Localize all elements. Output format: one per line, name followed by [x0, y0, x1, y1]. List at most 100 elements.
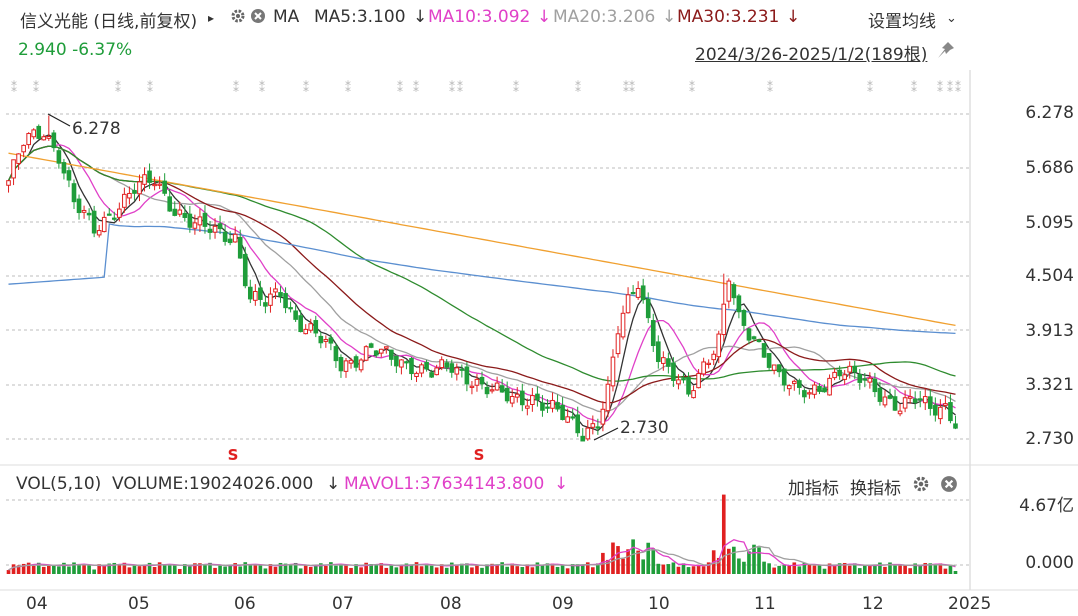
candle-body: [540, 402, 545, 411]
candle-body: [514, 393, 520, 398]
volume-tick: 4.67亿: [1019, 496, 1074, 516]
volume-bar: [570, 564, 575, 574]
volume-bar: [26, 562, 31, 574]
candle-body: [298, 315, 303, 333]
candle-body: [519, 390, 525, 406]
volume-bar: [822, 568, 827, 574]
price-tick: 2.730: [1025, 429, 1074, 449]
volume-bar: [142, 565, 147, 574]
candle-body: [71, 183, 77, 203]
volume-bar: [752, 544, 756, 574]
candle-body: [595, 426, 601, 429]
candle-body: [363, 346, 369, 361]
event-glyph: ⁑: [689, 80, 695, 95]
candle-body: [232, 233, 238, 243]
volume-bar: [172, 564, 177, 574]
candle-body: [862, 378, 868, 381]
candle-body: [444, 362, 450, 368]
candle-body: [167, 196, 173, 212]
mavol-arrow: ↓: [554, 474, 569, 494]
candle-body: [222, 231, 228, 242]
volume-bar: [258, 565, 263, 574]
candle-body: [454, 367, 460, 375]
volume-bar: [147, 562, 152, 574]
candle-body: [681, 378, 686, 381]
volume-bar: [621, 558, 625, 574]
stock-title[interactable]: 信义光能 (日线,前复权): [20, 12, 198, 32]
event-glyph: ⁑: [911, 80, 917, 95]
volume-bar: [404, 563, 409, 574]
candle-body: [892, 396, 898, 411]
volume-bar: [389, 564, 394, 574]
candle-body: [691, 390, 696, 399]
volume-bar: [379, 563, 384, 574]
candle-body: [560, 404, 565, 421]
ma10-arrow: ↓: [537, 7, 552, 27]
volume-bar: [893, 565, 897, 574]
x-axis-label: 10: [648, 594, 670, 614]
candle-body: [887, 395, 893, 399]
ma30-value: MA30:3.231: [677, 7, 780, 27]
volume-bar: [580, 564, 585, 574]
gear-icon[interactable]: [912, 475, 930, 497]
candle-body: [474, 378, 480, 386]
candle-body: [414, 372, 419, 378]
candle-body: [86, 212, 92, 216]
candle-body: [751, 336, 757, 340]
volume-bar: [268, 564, 273, 574]
candle-body: [570, 416, 575, 419]
candle-body: [192, 222, 198, 229]
volume-bar: [62, 562, 66, 574]
candle-body: [172, 208, 178, 216]
close-icon[interactable]: [250, 8, 266, 29]
candle-body: [897, 410, 903, 415]
date-range[interactable]: 2024/3/26-2025/1/2(189根): [695, 45, 928, 65]
candle-body: [530, 395, 535, 406]
candle-body: [328, 337, 334, 344]
volume-bar: [203, 565, 207, 574]
gear-icon[interactable]: [230, 8, 246, 29]
candle-body: [16, 153, 21, 164]
add-indicator-button[interactable]: 加指标: [788, 479, 839, 499]
candle-body: [303, 328, 309, 335]
candle-body: [807, 392, 812, 395]
event-glyph: ⁑: [955, 80, 961, 95]
switch-indicator-button[interactable]: 换指标: [850, 479, 901, 499]
candle-body: [212, 225, 218, 233]
triangle-right-icon[interactable]: ▸: [208, 11, 215, 25]
volume-bar: [399, 564, 404, 574]
chevron-down-icon[interactable]: ⌄: [946, 11, 957, 26]
candle-body: [378, 348, 384, 354]
candle-body: [424, 361, 429, 370]
volume-bar: [319, 563, 323, 574]
candle-body: [781, 368, 787, 386]
candle-body: [111, 217, 117, 220]
event-glyph: ⁑: [11, 80, 17, 95]
candle-body: [152, 183, 157, 187]
candle-body: [247, 286, 253, 300]
candle-body: [11, 159, 16, 179]
candle-body: [368, 343, 374, 348]
candle-body: [600, 408, 606, 425]
candle-body: [434, 367, 439, 376]
candle-body: [832, 371, 837, 379]
pin-icon[interactable]: [936, 40, 956, 64]
volume-bar: [414, 562, 419, 574]
candle-body: [373, 350, 379, 356]
candle-body: [197, 216, 203, 226]
volume-bar: [208, 562, 212, 574]
volume-bar: [283, 563, 288, 574]
s-marker: S: [228, 446, 239, 464]
candle-body: [943, 403, 948, 406]
volume-bar: [716, 557, 721, 574]
candle-body: [716, 333, 722, 358]
ma-settings-button[interactable]: 设置均线: [868, 12, 936, 32]
close-icon[interactable]: [940, 475, 958, 497]
candle-body: [419, 364, 424, 374]
volume-bar: [591, 567, 595, 574]
event-glyph: ⁑: [259, 80, 265, 95]
volume-bar: [737, 558, 741, 574]
event-glyph: ⁑: [397, 80, 403, 95]
volume-bar: [92, 569, 96, 574]
